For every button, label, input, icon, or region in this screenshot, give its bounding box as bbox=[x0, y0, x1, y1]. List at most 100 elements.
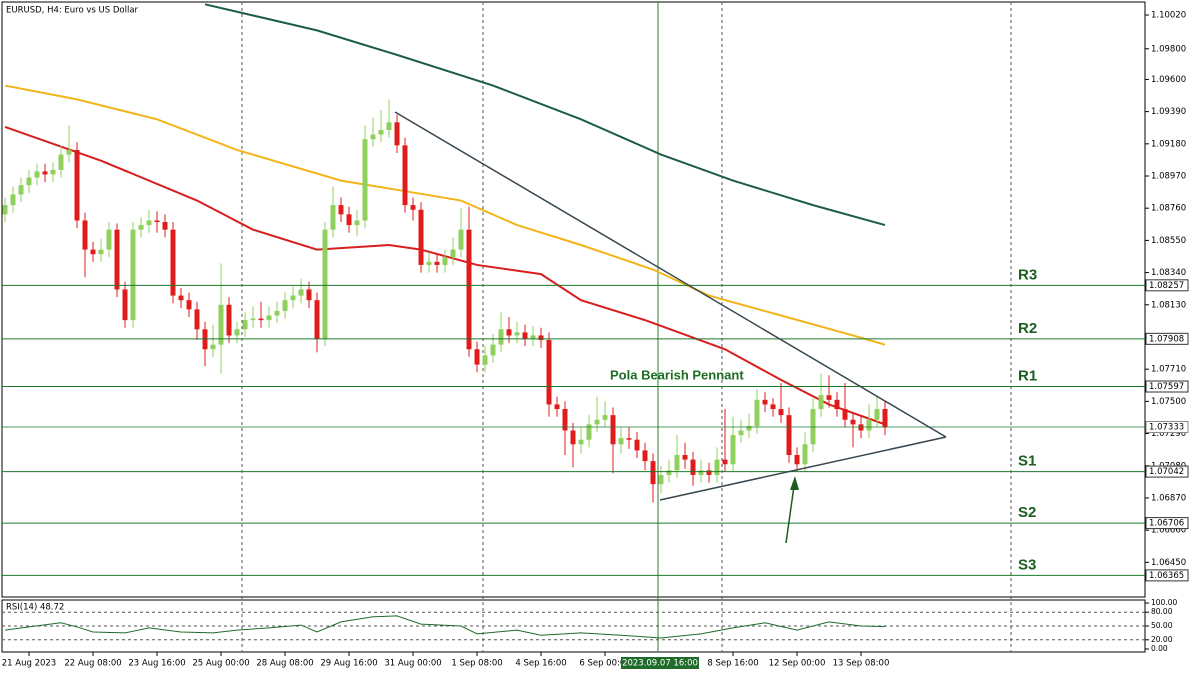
candle-body bbox=[578, 439, 584, 445]
candle-body bbox=[346, 214, 352, 226]
x-tick-label: 12 Sep 00:00 bbox=[769, 659, 826, 669]
y-tick-label: 1.09600 bbox=[1151, 75, 1186, 85]
candle-body bbox=[370, 134, 376, 140]
candle-body bbox=[794, 455, 800, 465]
candle-body bbox=[290, 295, 296, 301]
x-tick-label: 29 Aug 16:00 bbox=[320, 659, 377, 669]
candle-body bbox=[258, 318, 264, 321]
candle-body bbox=[658, 474, 664, 485]
trendline-upper bbox=[394, 111, 947, 438]
crosshair-tag-text: 2023.09.07 16:00 bbox=[622, 659, 698, 669]
candle-body bbox=[402, 145, 408, 206]
marks bbox=[2, 3, 1145, 641]
candle-body bbox=[194, 309, 200, 330]
candle-body bbox=[866, 419, 872, 431]
candle-body bbox=[330, 205, 336, 230]
x-tick-label: 23 Aug 16:00 bbox=[128, 659, 185, 669]
level-tag bbox=[1145, 517, 1189, 530]
candle-body bbox=[722, 459, 728, 465]
candle-body bbox=[586, 424, 592, 440]
candle-body bbox=[730, 435, 736, 465]
candle-body bbox=[250, 318, 256, 321]
y-tick-label: 1.08340 bbox=[1151, 268, 1186, 278]
candle-body bbox=[882, 409, 888, 428]
candle-body bbox=[738, 430, 744, 436]
candle-body bbox=[122, 289, 128, 321]
candle-body bbox=[42, 171, 48, 175]
y-tick-label: 1.09800 bbox=[1151, 44, 1186, 54]
candle-body bbox=[698, 470, 704, 475]
chart-title: EURUSD, H4: Euro vs US Dollar bbox=[6, 6, 139, 16]
candle-body bbox=[410, 205, 416, 210]
candle-body bbox=[746, 425, 752, 431]
x-tick-label: 21 Aug 2023 bbox=[2, 659, 56, 669]
arrow-shaft bbox=[785, 485, 795, 544]
candle-body bbox=[674, 455, 680, 471]
moving-average bbox=[204, 3, 886, 227]
candle-body bbox=[498, 329, 504, 345]
candle-body bbox=[770, 404, 776, 410]
candle-body bbox=[826, 395, 832, 400]
level-label: S1 bbox=[1018, 453, 1036, 470]
candle-body bbox=[106, 229, 112, 250]
candle-body bbox=[226, 304, 232, 336]
candle-body bbox=[338, 205, 344, 215]
y-tick-label: 50.00 bbox=[1151, 621, 1173, 630]
candle-body bbox=[634, 439, 640, 451]
candle-body bbox=[458, 229, 464, 250]
candle-body bbox=[626, 438, 632, 440]
candle-body bbox=[650, 461, 656, 485]
y-tick-label: 1.08550 bbox=[1151, 236, 1186, 246]
candle-body bbox=[850, 419, 856, 425]
arrow-head bbox=[790, 476, 799, 490]
candle-body bbox=[2, 205, 8, 215]
level-tag-text: 1.07597 bbox=[1149, 382, 1184, 392]
candle-body bbox=[98, 249, 104, 255]
candle-body bbox=[162, 222, 168, 230]
candle-body bbox=[874, 409, 880, 420]
level-label: R1 bbox=[1018, 367, 1037, 384]
candle-body bbox=[394, 122, 400, 146]
last-price-text: 1.07333 bbox=[1149, 422, 1184, 432]
candle-body bbox=[138, 225, 144, 230]
x-tick-label: 31 Aug 00:00 bbox=[384, 659, 441, 669]
level-label: R3 bbox=[1018, 266, 1037, 283]
price-pane bbox=[1, 1, 1146, 598]
candle-body bbox=[186, 300, 192, 310]
y-tick-label: 1.07500 bbox=[1151, 397, 1186, 407]
moving-average bbox=[4, 126, 886, 426]
candle-body bbox=[570, 430, 576, 445]
level-tag-text: 1.06706 bbox=[1149, 519, 1184, 529]
candle-body bbox=[178, 295, 184, 301]
y-tick-label: 1.08130 bbox=[1151, 300, 1186, 310]
candle-body bbox=[618, 438, 624, 445]
level-label: R2 bbox=[1018, 320, 1037, 337]
level-tag bbox=[1145, 569, 1189, 582]
candle-body bbox=[282, 300, 288, 311]
candle-body bbox=[666, 470, 672, 475]
y-tick-label: 1.09180 bbox=[1151, 139, 1186, 149]
candle-body bbox=[594, 419, 600, 425]
x-tick-label: 28 Aug 08:00 bbox=[256, 659, 313, 669]
candle-body bbox=[274, 310, 280, 316]
y-tick-label: 1.10020 bbox=[1151, 11, 1186, 21]
rsi-line bbox=[4, 615, 886, 639]
candle-body bbox=[114, 229, 120, 290]
candle-body bbox=[482, 355, 488, 365]
x-tick-label: 8 Sep 16:00 bbox=[707, 659, 758, 669]
candle-body bbox=[10, 194, 16, 206]
candle-body bbox=[26, 177, 32, 186]
level-tag bbox=[1145, 380, 1189, 393]
candle-body bbox=[66, 149, 72, 155]
candle-body bbox=[818, 395, 824, 410]
candle-body bbox=[778, 409, 784, 416]
candle-body bbox=[842, 409, 848, 420]
candle-body bbox=[690, 459, 696, 475]
candle-body bbox=[354, 220, 360, 226]
y-tick-label: 1.08970 bbox=[1151, 172, 1186, 182]
candle-body bbox=[74, 149, 80, 221]
x-tick-label: 22 Aug 08:00 bbox=[64, 659, 121, 669]
annotation: Pola Bearish Pennant bbox=[610, 367, 744, 382]
candle-body bbox=[610, 415, 616, 445]
